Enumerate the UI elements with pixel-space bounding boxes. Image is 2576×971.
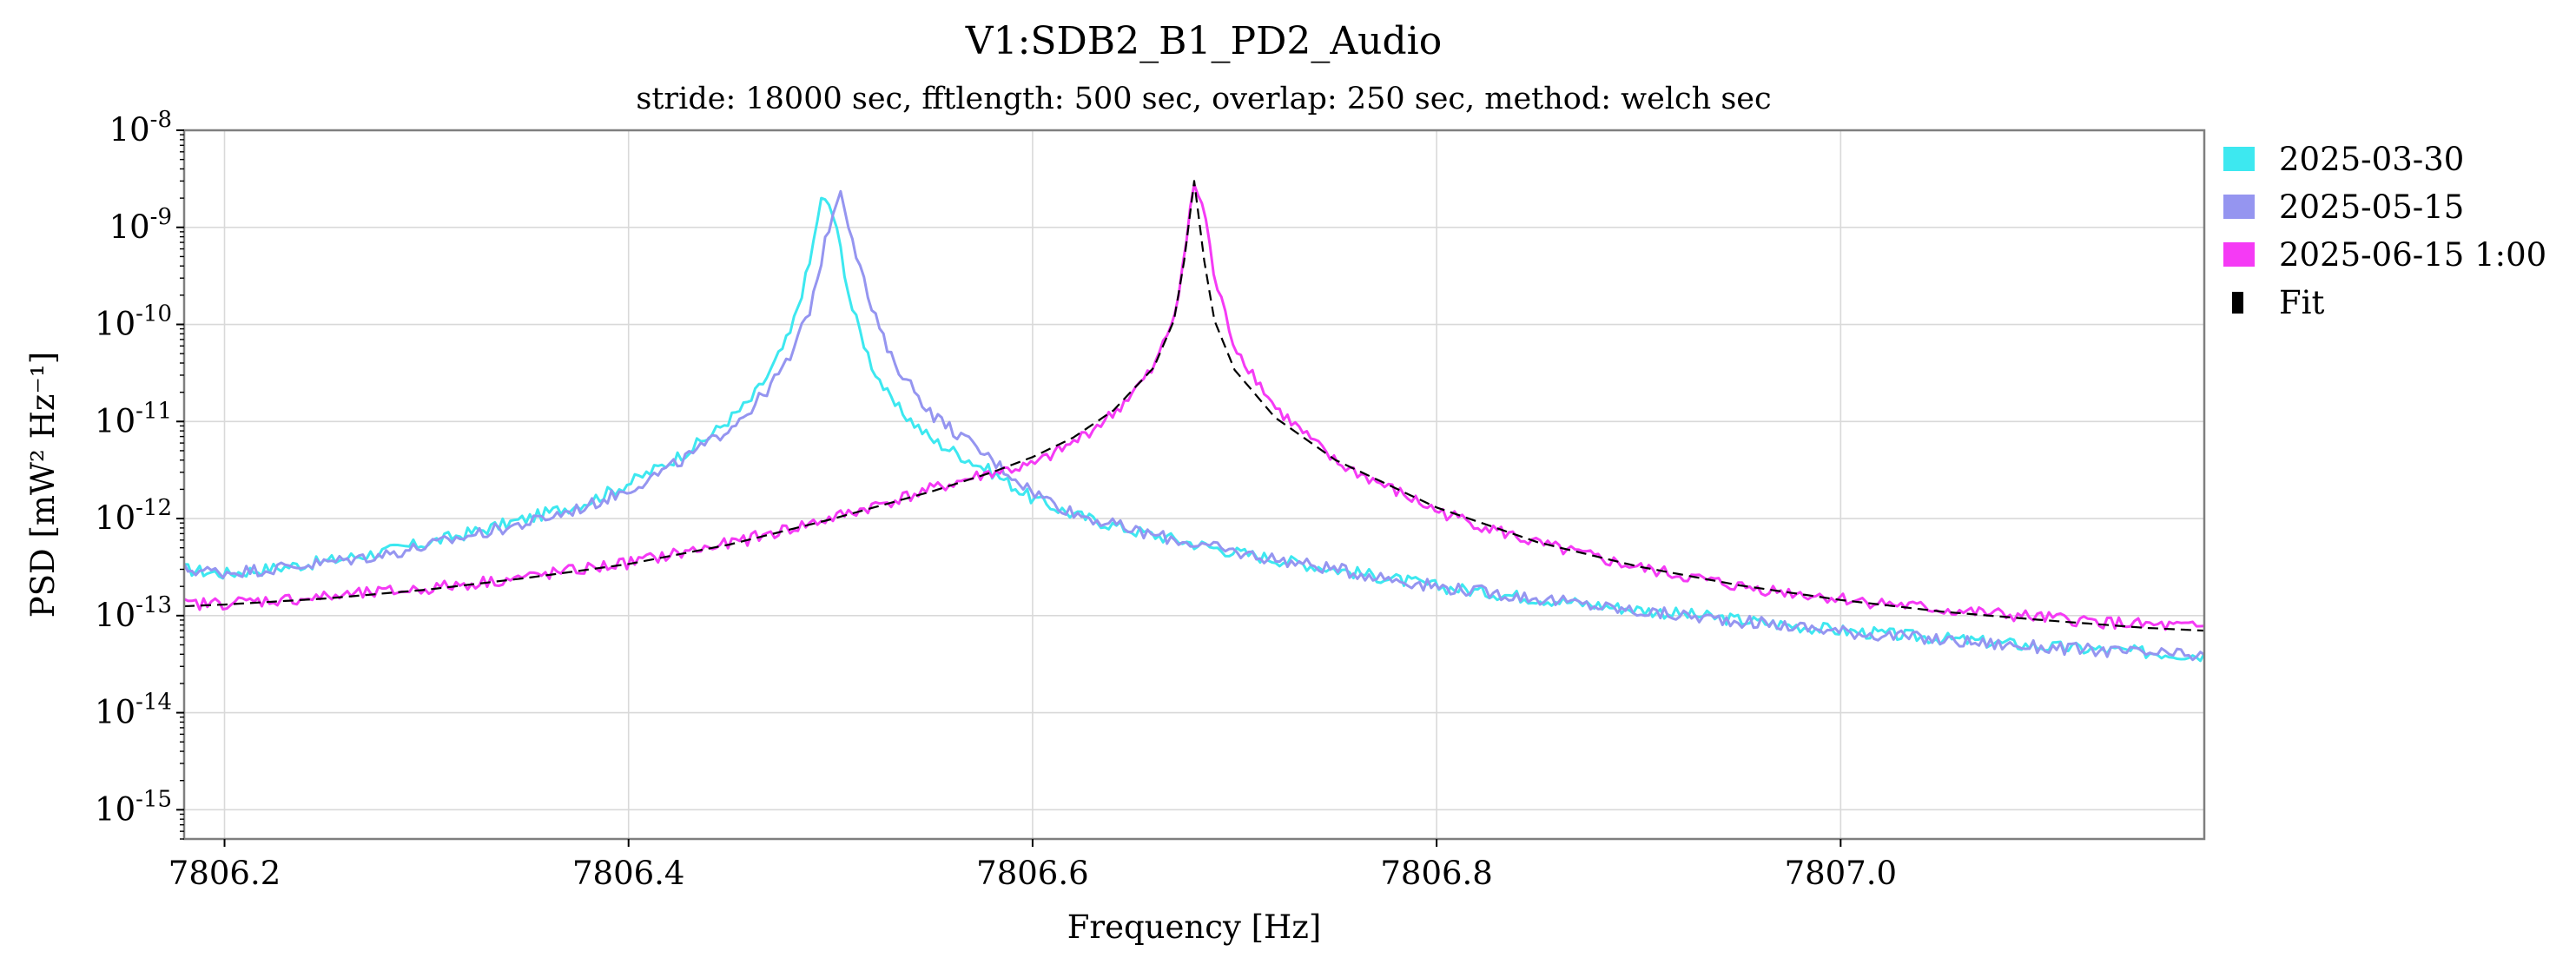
y-tick-label: 10-11 — [95, 398, 172, 439]
x-tick-label: 7807.0 — [1785, 855, 1897, 892]
series-line-2025-06-15-1-00 — [184, 182, 2204, 631]
legend-label: Fit — [2279, 284, 2325, 321]
plot-area-frame — [182, 129, 2206, 841]
y-tick-label: 10-12 — [95, 495, 172, 537]
y-axis-label: PSD [mW² Hz⁻¹] — [24, 352, 62, 618]
series-line-2025-03-30 — [184, 196, 2204, 663]
series-line-2025-05-15 — [184, 189, 2204, 662]
chart-subtitle: stride: 18000 sec, fftlength: 500 sec, o… — [636, 82, 1771, 116]
axis-ticks: 7806.2 7806.4 7806.6 7806.8 7807.0 10-15 10-14… — [95, 107, 1897, 892]
legend-swatch — [2223, 195, 2255, 219]
legend-swatch — [2223, 147, 2255, 171]
legend-label: 2025-06-15 1:00 — [2279, 236, 2546, 274]
grid-lines — [184, 129, 2204, 839]
legend-label: 2025-03-30 — [2279, 141, 2464, 178]
series-layer — [184, 180, 2204, 663]
x-tick-label: 7806.6 — [976, 855, 1088, 892]
x-tick-label: 7806.2 — [168, 855, 281, 892]
series-line-Fit — [184, 180, 2204, 632]
legend-label: 2025-05-15 — [2279, 188, 2464, 226]
y-tick-label: 10-10 — [95, 301, 172, 343]
chart-title: V1:SDB2_B1_PD2_Audio — [965, 19, 1442, 63]
x-axis-label: Frequency [Hz] — [1067, 908, 1322, 946]
legend: 2025-03-30 2025-05-15 2025-06-15 1:00 Fit — [2223, 141, 2546, 321]
y-tick-label: 10-15 — [95, 786, 172, 828]
legend-swatch — [2223, 242, 2255, 267]
x-tick-label: 7806.8 — [1380, 855, 1492, 892]
legend-swatch — [2232, 292, 2243, 314]
y-tick-label: 10-9 — [109, 204, 172, 246]
y-tick-label: 10-13 — [95, 592, 172, 634]
y-tick-label: 10-8 — [109, 107, 172, 149]
x-tick-label: 7806.4 — [572, 855, 684, 892]
y-tick-label: 10-14 — [95, 690, 172, 731]
